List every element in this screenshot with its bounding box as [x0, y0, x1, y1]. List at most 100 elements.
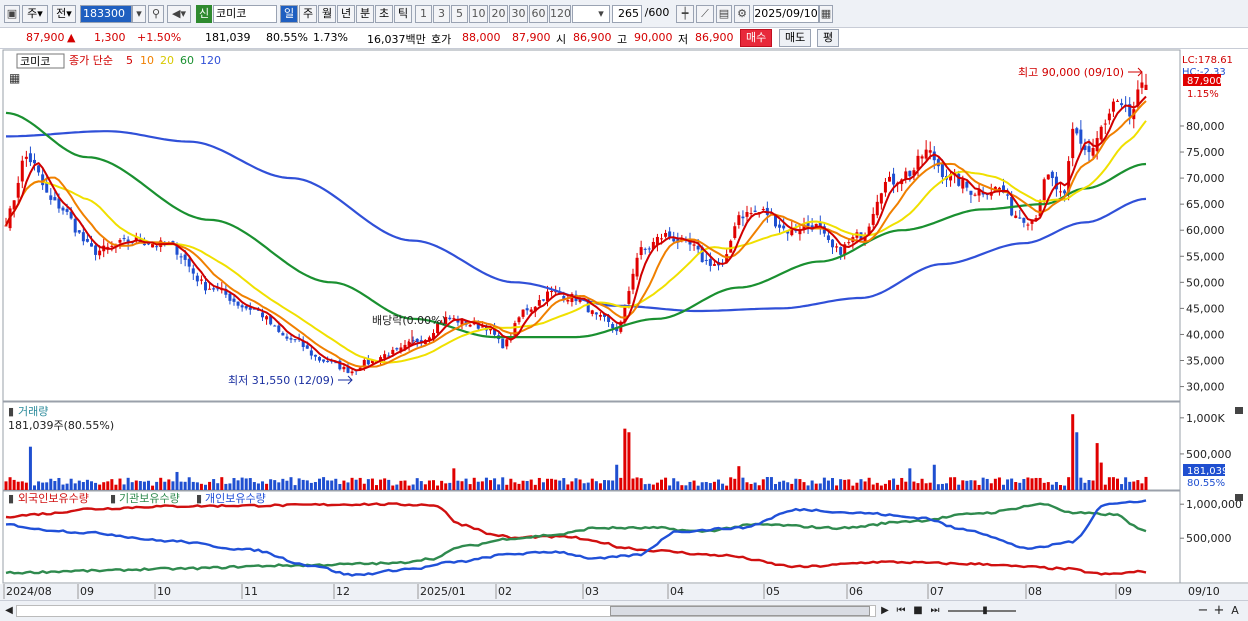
price-tick-label: 70,000 [1186, 172, 1225, 185]
speaker-icon[interactable]: ◀▾ [167, 5, 191, 23]
number-tab-5[interactable]: 5 [451, 5, 468, 23]
scroll-thumb[interactable] [610, 606, 870, 616]
number-tab-120[interactable]: 120 [549, 5, 571, 23]
stock-name-field[interactable]: 코미코 [213, 5, 277, 23]
candle-body [688, 240, 692, 245]
interval-tab-3[interactable]: 년 [337, 5, 355, 23]
search-icon[interactable]: ⚲ [148, 5, 164, 23]
auto-zoom-icon[interactable]: A [1231, 604, 1239, 617]
candle-body [741, 216, 745, 219]
candle-body [395, 348, 399, 350]
volume-bar [163, 481, 167, 490]
number-tab-30[interactable]: 30 [509, 5, 528, 23]
volume-bar [8, 477, 12, 490]
draw-tool-icon[interactable]: ⟋ [696, 5, 714, 23]
volume-bar [309, 482, 313, 490]
date-input[interactable]: 2025/09/10 [753, 5, 819, 23]
volume-value: 181,039 [205, 31, 251, 44]
calendar-icon[interactable]: ▦ [819, 5, 833, 23]
candle-body [1087, 146, 1091, 153]
candle-icon[interactable]: ┿ [676, 5, 694, 23]
candle-body [928, 150, 932, 153]
stop-icon[interactable]: ■ [913, 605, 923, 616]
holding-marker-icon: ▮ [8, 492, 14, 505]
prev-button[interactable]: 전▾ [52, 5, 76, 23]
interval-tab-4[interactable]: 분 [356, 5, 374, 23]
sell-button[interactable]: 매도 [779, 29, 812, 47]
eval-button[interactable]: 평 [817, 29, 840, 47]
volume-bar [541, 482, 545, 490]
volume-bar [387, 479, 391, 490]
volume-bar [199, 483, 203, 490]
candle-body [452, 318, 456, 320]
number-tab-20[interactable]: 20 [489, 5, 508, 23]
last-page-icon[interactable]: ⏭ [930, 605, 940, 616]
holding-pane-close-icon[interactable] [1235, 494, 1243, 501]
volume-bar [831, 478, 834, 490]
volume-bar [1083, 482, 1087, 490]
volume-bar [130, 482, 134, 490]
candle-body [949, 174, 953, 181]
gear-icon[interactable]: ⚙ [734, 5, 750, 23]
blank-dropdown-icon[interactable]: ▾ [598, 7, 604, 20]
candle-body [631, 273, 635, 290]
volume-bar [570, 481, 574, 490]
volume-pane-close-icon[interactable] [1235, 407, 1243, 414]
save-icon[interactable]: ▤ [716, 5, 732, 23]
interval-tab-0[interactable]: 일 [280, 5, 298, 23]
candle-body [745, 212, 749, 217]
legend-stock-box[interactable] [16, 53, 65, 69]
volume-bar [859, 479, 863, 490]
period-type-select[interactable]: 주▾ [22, 5, 48, 23]
calculator-icon[interactable]: ▦ [9, 71, 20, 85]
volume-ratio: 80.55% [266, 31, 308, 44]
number-tab-1[interactable]: 1 [415, 5, 432, 23]
interval-tab-1[interactable]: 주 [299, 5, 317, 23]
volume-bar [745, 482, 749, 490]
candle-body [187, 258, 191, 267]
volume-value-label: 181,039주(80.55%) [8, 419, 114, 432]
dividend-arrow-icon [407, 330, 417, 346]
candle-body [700, 247, 704, 263]
interval-tab-5[interactable]: 초 [375, 5, 393, 23]
new-badge: 신 [196, 5, 212, 23]
candle-body [814, 223, 818, 228]
legend-ma10: 10 [140, 54, 154, 67]
candle-body [252, 308, 256, 310]
candle-body [753, 210, 757, 212]
volume-bar [790, 483, 794, 490]
candle-body [334, 362, 338, 364]
layout-icon[interactable]: ▣ [4, 5, 20, 23]
volume-bar [1063, 485, 1067, 490]
volume-bar [383, 478, 387, 490]
volume-bar [1079, 477, 1083, 490]
number-tab-3[interactable]: 3 [433, 5, 450, 23]
scroll-bar[interactable]: ◀ ▶ ⏮ ■ ⏭ ▮ − + A [0, 600, 1248, 621]
number-tab-60[interactable]: 60 [529, 5, 548, 23]
scroll-left-icon[interactable]: ◀ [5, 605, 13, 616]
zoom-in-icon[interactable]: + [1213, 603, 1225, 618]
blank-select[interactable] [572, 5, 610, 23]
candle-body [370, 360, 374, 364]
count-input[interactable]: 265 [612, 5, 642, 23]
candle-body [175, 245, 179, 255]
zoom-slider[interactable] [948, 610, 1016, 612]
buy-button[interactable]: 매수 [740, 29, 773, 47]
interval-tab-2[interactable]: 월 [318, 5, 336, 23]
zoom-handle-icon[interactable]: ▮ [982, 605, 988, 616]
chart-area[interactable]: 30,000 35,000 40,000 45,000 50,000 55,000 60,0… [0, 49, 1248, 600]
volume-pct-label: 80.55% [1187, 478, 1225, 489]
zoom-out-icon[interactable]: − [1197, 603, 1209, 618]
code-input[interactable]: 183300 [80, 5, 132, 23]
scroll-right-icon[interactable]: ▶ [881, 605, 889, 616]
candle-body [806, 222, 810, 227]
candle-body [782, 225, 786, 229]
interval-tab-6[interactable]: 틱 [394, 5, 412, 23]
volume-bar [57, 477, 61, 490]
candle-body [1136, 89, 1140, 107]
first-page-icon[interactable]: ⏮ [896, 605, 906, 616]
number-tab-10[interactable]: 10 [469, 5, 488, 23]
code-dropdown-icon[interactable]: ▾ [132, 5, 146, 23]
candle-body [977, 189, 981, 196]
candle-body [924, 149, 928, 159]
